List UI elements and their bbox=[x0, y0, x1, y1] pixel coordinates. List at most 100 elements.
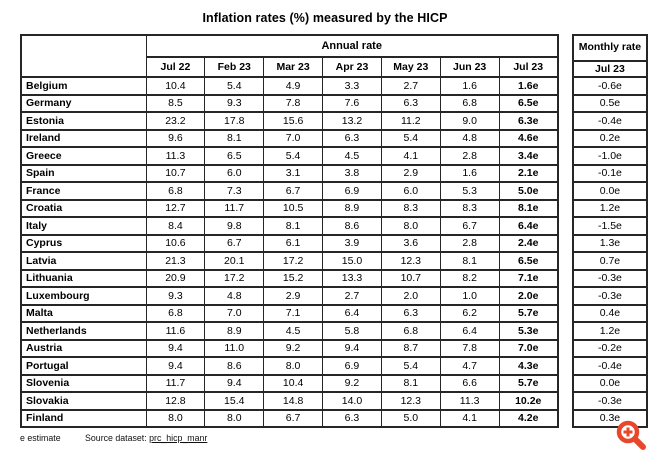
annual-rate-value: 11.2 bbox=[380, 111, 441, 131]
monthly-table-row: 0.7e bbox=[572, 251, 648, 271]
country-name: Spain bbox=[20, 163, 147, 183]
annual-rate-value: 2.8 bbox=[439, 233, 500, 253]
annual-rate-value: 8.3 bbox=[380, 198, 441, 218]
annual-rate-value: 1.6 bbox=[439, 163, 500, 183]
annual-rate-value: 7.0e bbox=[498, 338, 559, 358]
annual-rate-value: 3.4e bbox=[498, 146, 559, 166]
annual-rate-table: Annual rate Jul 22 Feb 23 Mar 23 Apr 23 … bbox=[20, 34, 559, 428]
monthly-table-row: 1.2e bbox=[572, 198, 648, 218]
country-name: Belgium bbox=[20, 76, 147, 96]
annual-rate-value: 9.2 bbox=[322, 373, 382, 393]
source-dataset-link[interactable]: prc_hicp_manr bbox=[149, 433, 208, 443]
annual-rate-value: 7.6 bbox=[322, 93, 382, 113]
monthly-table-row: -0.6e bbox=[572, 76, 648, 96]
column-header-jul23: Jul 23 bbox=[498, 56, 559, 78]
monthly-table-row: 0.0e bbox=[572, 181, 648, 201]
annual-rate-value: 10.2e bbox=[498, 391, 559, 411]
monthly-rate-value: -0.4e bbox=[572, 111, 648, 131]
annual-rate-value: 9.4 bbox=[322, 338, 382, 358]
annual-rate-value: 15.4 bbox=[204, 391, 265, 411]
monthly-table-row: 1.3e bbox=[572, 233, 648, 253]
annual-rate-value: 3.1 bbox=[263, 163, 324, 183]
country-name: Estonia bbox=[20, 111, 147, 131]
annual-rate-value: 6.3 bbox=[380, 93, 441, 113]
monthly-table-row: -0.4e bbox=[572, 111, 648, 131]
annual-rate-value: 6.7 bbox=[263, 408, 324, 428]
annual-rate-value: 5.3e bbox=[498, 321, 559, 341]
annual-rate-value: 6.8 bbox=[380, 321, 441, 341]
monthly-table-row: -0.3e bbox=[572, 268, 648, 288]
annual-rate-value: 6.9 bbox=[322, 356, 382, 376]
annual-rate-value: 7.1 bbox=[263, 303, 324, 323]
annual-rate-value: 4.8 bbox=[204, 286, 265, 306]
annual-rate-value: 10.4 bbox=[145, 76, 206, 96]
footer-note: e estimate Source dataset: prc_hicp_manr bbox=[20, 433, 650, 443]
column-header-jun23: Jun 23 bbox=[439, 56, 500, 78]
annual-rate-value: 7.0 bbox=[204, 303, 265, 323]
table-row: Italy 8.4 9.8 8.1 8.6 8.0 6.7 6.4e bbox=[20, 216, 559, 236]
monthly-rate-value: 0.4e bbox=[572, 303, 648, 323]
annual-rate-value: 6.3 bbox=[322, 128, 382, 148]
annual-rate-value: 2.9 bbox=[380, 163, 441, 183]
country-rows: Belgium 10.4 5.4 4.9 3.3 2.7 1.6 1.6e Germany 8.5… bbox=[20, 76, 559, 428]
monthly-table-row: -0.2e bbox=[572, 338, 648, 358]
annual-rate-value: 2.1e bbox=[498, 163, 559, 183]
annual-rate-value: 4.9 bbox=[263, 76, 324, 96]
annual-rate-value: 4.1 bbox=[439, 408, 500, 428]
annual-rate-value: 8.6 bbox=[204, 356, 265, 376]
annual-rate-value: 5.7e bbox=[498, 373, 559, 393]
annual-rate-value: 4.8 bbox=[439, 128, 500, 148]
annual-rate-value: 8.1 bbox=[439, 251, 500, 271]
monthly-rate-value: -0.2e bbox=[572, 338, 648, 358]
table-row: Ireland 9.6 8.1 7.0 6.3 5.4 4.8 4.6e bbox=[20, 128, 559, 148]
annual-rate-value: 9.4 bbox=[145, 338, 206, 358]
annual-rate-value: 11.3 bbox=[439, 391, 500, 411]
annual-rate-value: 6.5e bbox=[498, 251, 559, 271]
annual-rate-value: 9.4 bbox=[145, 356, 206, 376]
annual-rate-value: 4.6e bbox=[498, 128, 559, 148]
annual-rate-value: 6.5e bbox=[498, 93, 559, 113]
country-name: Portugal bbox=[20, 356, 147, 376]
annual-rate-value: 1.6 bbox=[439, 76, 500, 96]
country-name: Germany bbox=[20, 93, 147, 113]
annual-rate-value: 5.4 bbox=[204, 76, 265, 96]
annual-rate-value: 5.3 bbox=[439, 181, 500, 201]
annual-rate-value: 11.0 bbox=[204, 338, 265, 358]
annual-rate-value: 11.6 bbox=[145, 321, 206, 341]
annual-rate-value: 11.3 bbox=[145, 146, 206, 166]
monthly-rate-value: 1.2e bbox=[572, 321, 648, 341]
table-row: Finland 8.0 8.0 6.7 6.3 5.0 4.1 4.2e bbox=[20, 408, 559, 428]
monthly-rate-value: -0.6e bbox=[572, 76, 648, 96]
annual-rate-value: 6.8 bbox=[439, 93, 500, 113]
table-row: Lithuania 20.9 17.2 15.2 13.3 10.7 8.2 7.1e bbox=[20, 268, 559, 288]
country-column-header bbox=[20, 34, 147, 78]
monthly-table-row: 0.2e bbox=[572, 128, 648, 148]
annual-rate-value: 17.2 bbox=[263, 251, 324, 271]
annual-rate-value: 4.3e bbox=[498, 356, 559, 376]
column-header-feb23: Feb 23 bbox=[204, 56, 265, 78]
annual-rate-value: 3.3 bbox=[322, 76, 382, 96]
monthly-rate-table-header: Monthly rate Jul 23 bbox=[572, 34, 648, 78]
annual-rate-value: 3.8 bbox=[322, 163, 382, 183]
table-row: Luxembourg 9.3 4.8 2.9 2.7 2.0 1.0 2.0e bbox=[20, 286, 559, 306]
country-name: Latvia bbox=[20, 251, 147, 271]
annual-rate-value: 5.7e bbox=[498, 303, 559, 323]
table-row: Croatia 12.7 11.7 10.5 8.9 8.3 8.3 8.1e bbox=[20, 198, 559, 218]
annual-rate-value: 8.4 bbox=[145, 216, 206, 236]
annual-rate-value: 8.1 bbox=[263, 216, 324, 236]
annual-rate-value: 11.7 bbox=[204, 198, 265, 218]
annual-rate-value: 4.7 bbox=[439, 356, 500, 376]
annual-rate-value: 9.4 bbox=[204, 373, 265, 393]
country-name: Austria bbox=[20, 338, 147, 358]
annual-rate-value: 13.2 bbox=[322, 111, 382, 131]
monthly-rate-value: 1.2e bbox=[572, 198, 648, 218]
zoom-in-icon[interactable] bbox=[615, 420, 647, 451]
annual-rate-value: 5.0e bbox=[498, 181, 559, 201]
annual-rate-value: 12.7 bbox=[145, 198, 206, 218]
monthly-rate-header: Monthly rate bbox=[572, 34, 648, 62]
annual-rate-value: 2.9 bbox=[263, 286, 324, 306]
estimate-note: e estimate bbox=[20, 433, 61, 443]
annual-rate-value: 1.0 bbox=[439, 286, 500, 306]
annual-rate-value: 4.5 bbox=[322, 146, 382, 166]
monthly-rate-table: Monthly rate Jul 23 -0.6e 0.5e -0.4e 0.2e -1… bbox=[571, 34, 648, 428]
